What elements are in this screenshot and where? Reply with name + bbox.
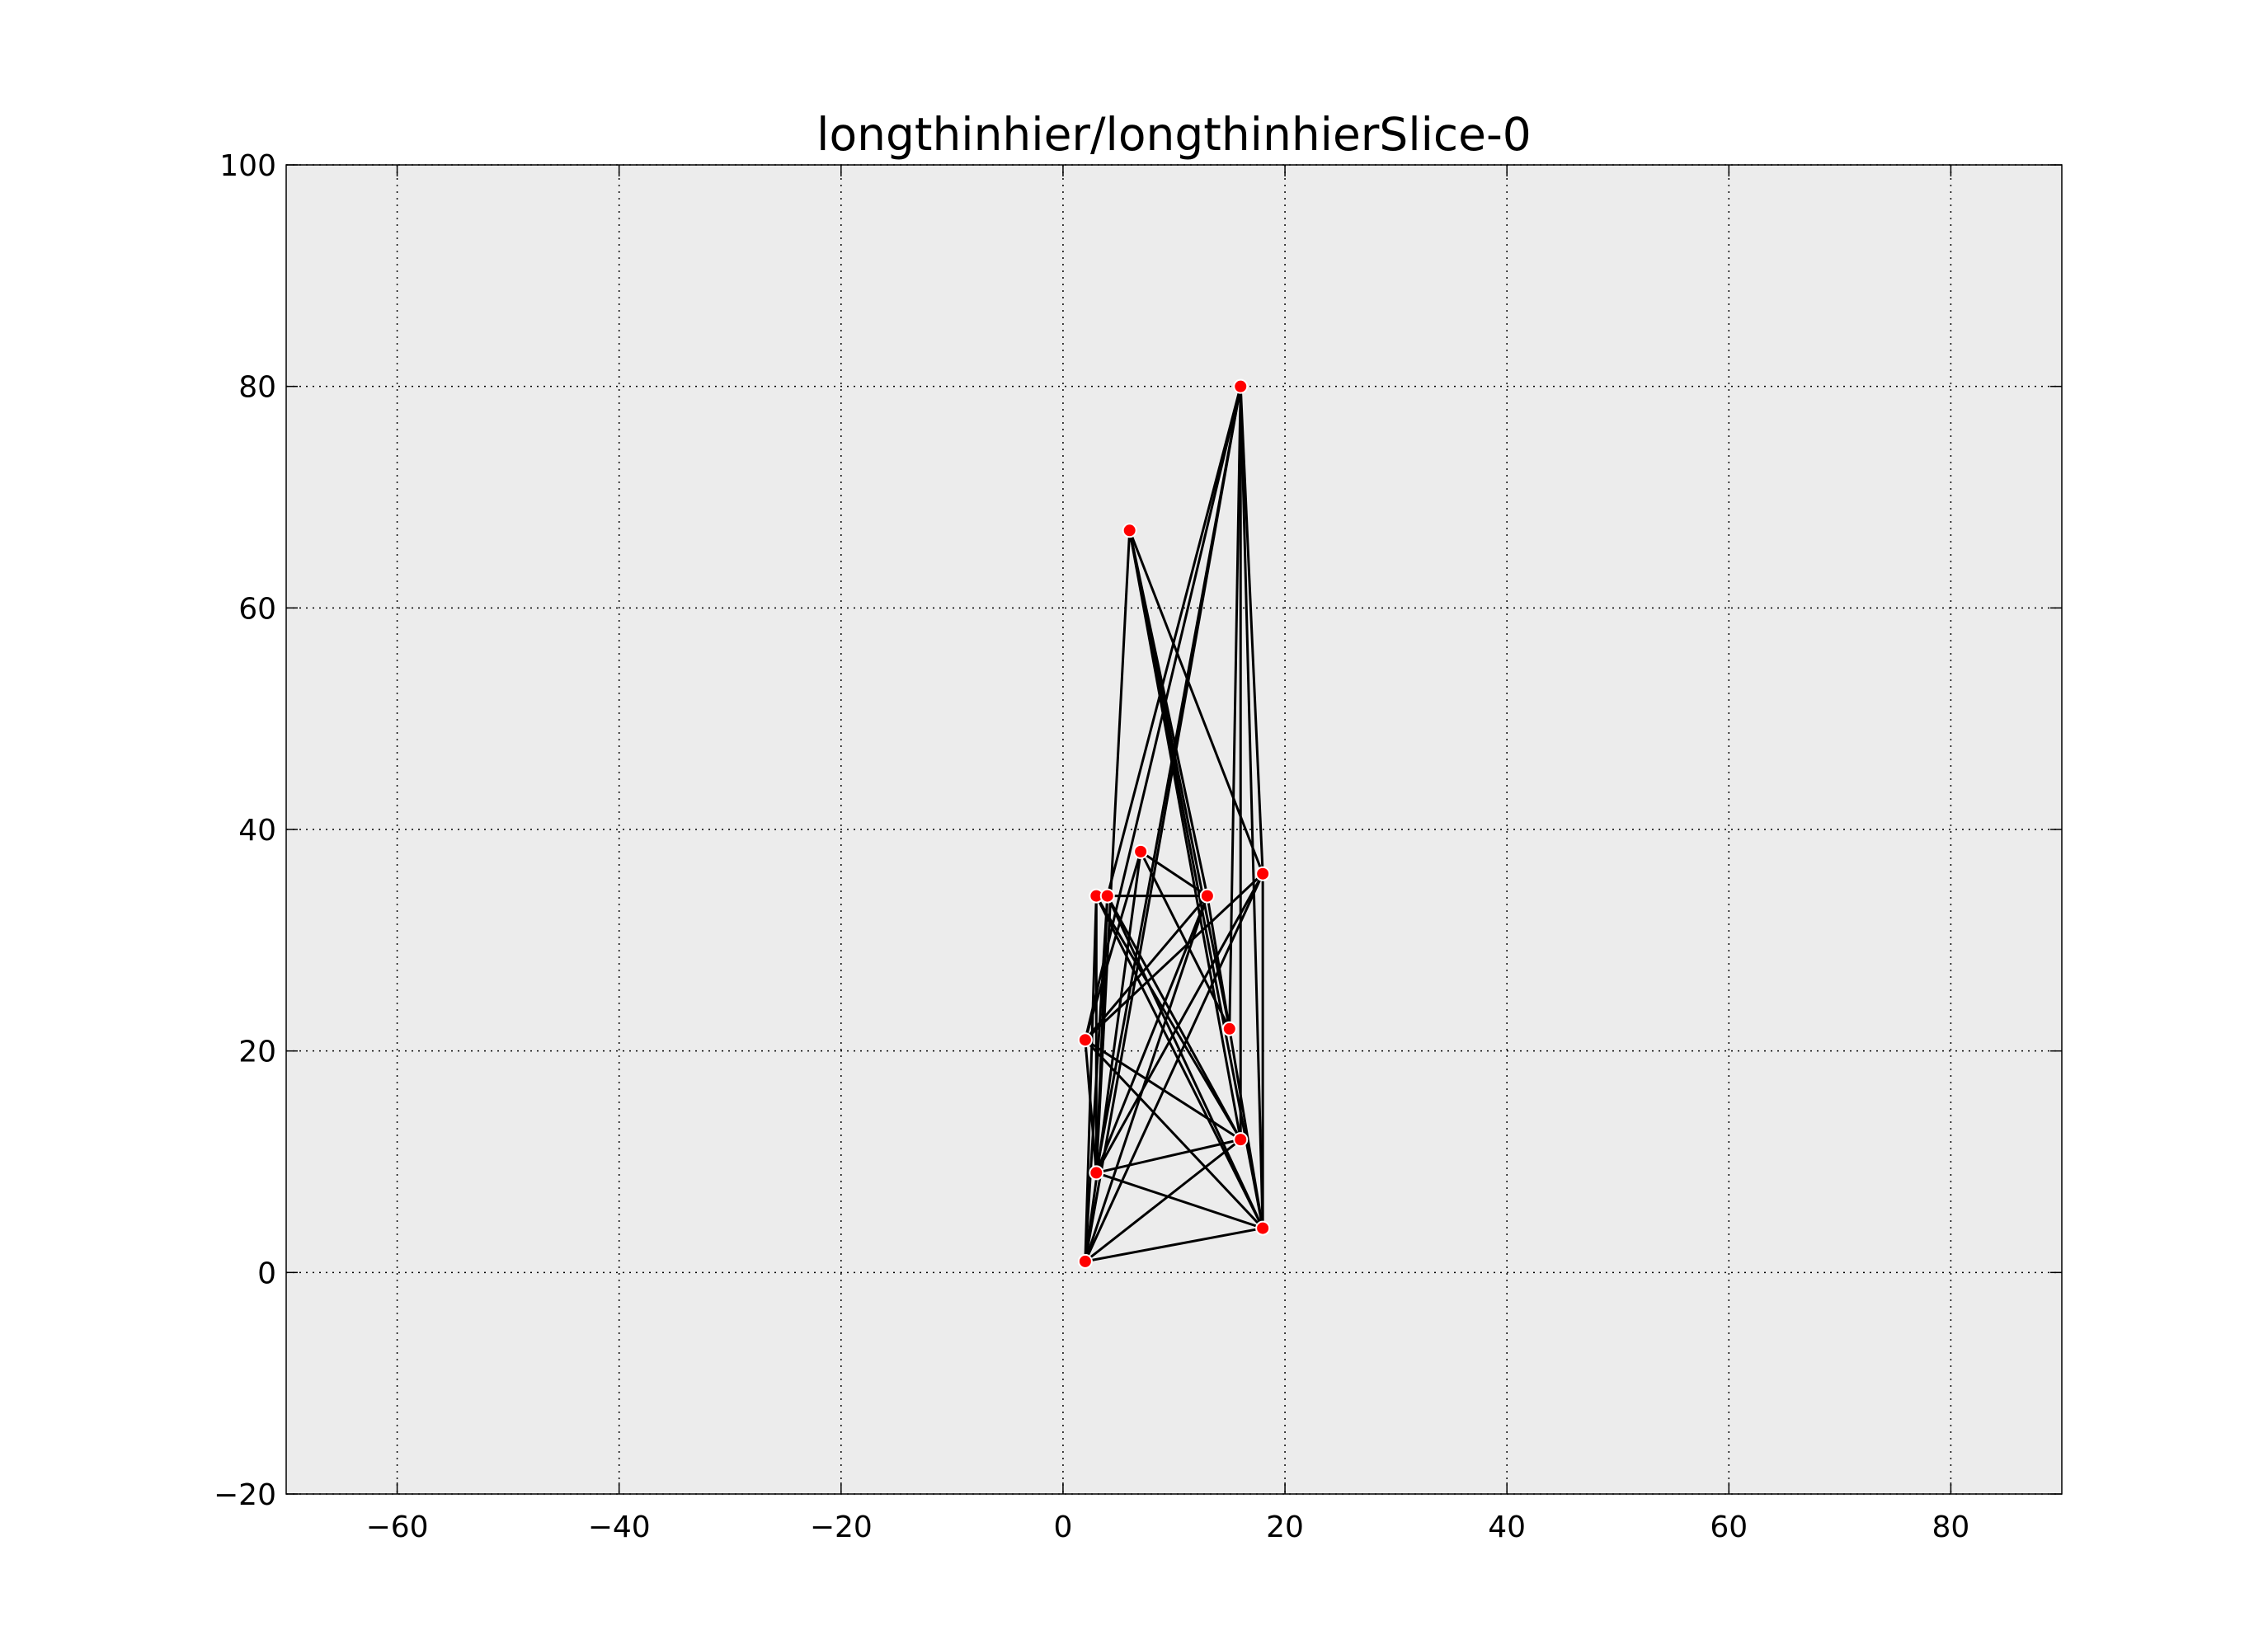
graph-edge <box>1106 895 1242 1140</box>
graph-edge <box>1084 872 1264 1041</box>
graph-edge <box>1095 1138 1241 1174</box>
x-tick-label: 20 <box>1266 1510 1304 1544</box>
graph-edge <box>1084 895 1098 1261</box>
graph-edge <box>1128 530 1264 1229</box>
graph-edge <box>1239 386 1264 1229</box>
graph-edge <box>1206 895 1264 1229</box>
graph-edge <box>1095 1172 1263 1230</box>
graph-node <box>1122 523 1137 538</box>
x-tick-label: −40 <box>588 1510 651 1544</box>
graph-edge <box>1140 850 1208 897</box>
edges <box>1084 386 1264 1263</box>
graph-edge <box>1139 851 1231 1030</box>
y-tick-label: 0 <box>257 1257 276 1290</box>
chart-title: longthinhier/longthinhierSlice-0 <box>816 108 1532 161</box>
graph-edge <box>1239 386 1264 874</box>
y-tick-label: 20 <box>238 1036 276 1069</box>
graph-node <box>1221 1021 1237 1036</box>
graph-edge <box>1084 1039 1264 1229</box>
graph-edge <box>1085 1038 1242 1141</box>
graph-edge <box>1084 895 1109 1261</box>
graph-edge <box>1128 529 1264 875</box>
y-tick-label: 40 <box>238 814 276 848</box>
graph-edge <box>1094 895 1264 1229</box>
graph-edge <box>1228 386 1242 1029</box>
graph-node <box>1089 1165 1104 1181</box>
graph-edge <box>1084 873 1264 1262</box>
graph-edge <box>1084 895 1209 1041</box>
graph-node <box>1199 888 1215 904</box>
graph-edge <box>1084 1040 1098 1173</box>
y-tick-label: 80 <box>238 371 276 405</box>
graph-node <box>1233 1132 1249 1148</box>
graph-edge <box>1106 895 1264 1229</box>
x-tick-label: 40 <box>1488 1510 1526 1544</box>
graph-node <box>1099 888 1115 904</box>
y-tick-label: 60 <box>238 592 276 626</box>
graph-edge <box>1084 851 1142 1041</box>
graph-node <box>1255 866 1271 881</box>
ticks: −60 −40 −20 0 20 40 60 80 −20 0 20 40 60 80 100 <box>214 149 2062 1544</box>
nodes <box>1077 378 1271 1269</box>
graph-node <box>1077 1032 1093 1048</box>
x-tick-label: −60 <box>366 1510 429 1544</box>
graph-edge <box>1094 895 1209 1173</box>
graph-edge <box>1094 873 1264 1174</box>
graph-edge <box>1094 530 1132 1173</box>
x-tick-label: 80 <box>1932 1510 1970 1544</box>
y-tick-label: 100 <box>219 149 276 183</box>
graph-node <box>1255 1220 1271 1236</box>
graph-node <box>1133 843 1149 859</box>
graph-edge <box>1085 1227 1263 1263</box>
x-tick-label: −20 <box>810 1510 873 1544</box>
graph-edge <box>1106 386 1242 896</box>
graph-edge <box>1084 1138 1242 1263</box>
graph-node <box>1233 378 1249 394</box>
y-tick-label: −20 <box>214 1478 276 1512</box>
graph-node <box>1077 1253 1093 1269</box>
graph-edge <box>1084 386 1242 1262</box>
x-tick-label: 0 <box>1053 1510 1072 1544</box>
plot-background <box>286 165 2062 1494</box>
graph-edge <box>1095 895 1242 1140</box>
x-tick-label: 60 <box>1710 1510 1748 1544</box>
